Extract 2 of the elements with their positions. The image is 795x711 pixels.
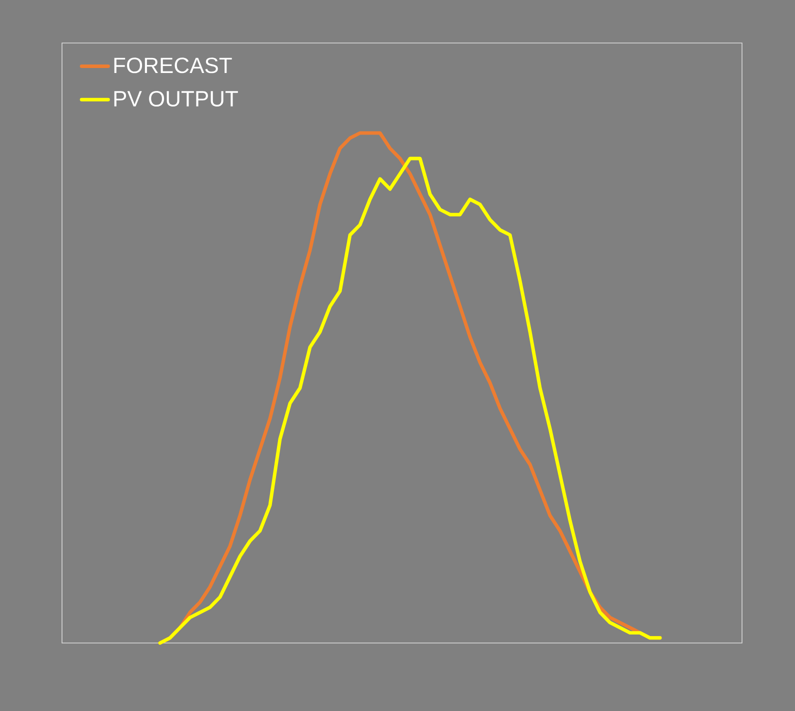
legend-label: PV OUTPUT [114, 90, 238, 107]
legend-label: FORECAST [114, 58, 232, 74]
